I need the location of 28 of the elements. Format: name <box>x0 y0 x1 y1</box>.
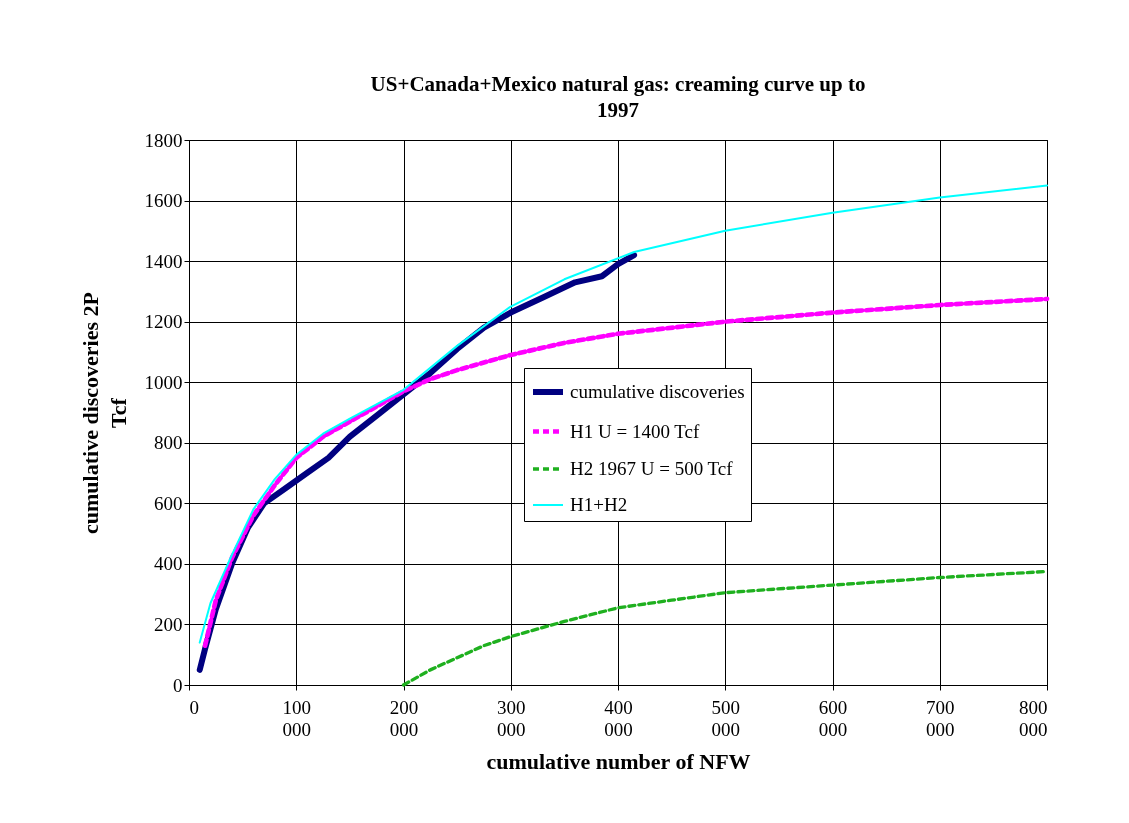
line-series <box>202 296 1050 648</box>
x-tick-label: 600 000 <box>818 696 848 740</box>
legend-label: H1 U = 1400 Tcf <box>570 420 701 442</box>
x-tick-label: 800 000 <box>1019 696 1048 740</box>
y-tick-label: 800 <box>154 432 183 454</box>
x-axis-title: cumulative number of NFW <box>486 748 751 774</box>
x-tick-label: 500 000 <box>711 696 740 740</box>
x-tick-label: 100 000 <box>282 696 311 740</box>
y-tick-label: 1800 <box>144 129 183 151</box>
y-tick-label: 1000 <box>144 371 183 393</box>
y-tick-label: 200 <box>154 613 183 635</box>
y-axis-title: cumulative discoveries 2P Tcf <box>77 292 131 534</box>
y-tick-label: 1600 <box>144 190 183 212</box>
legend-label: cumulative discoveries <box>570 381 745 402</box>
y-tick-label: 0 <box>173 674 183 696</box>
x-tick-label: 200 000 <box>389 696 419 740</box>
y-tick-label: 600 <box>154 492 183 514</box>
y-tick-label: 400 <box>154 553 183 575</box>
legend-label: H1+H2 <box>570 494 628 515</box>
x-tick-label: 0 <box>189 696 199 718</box>
x-tick-label: 300 000 <box>497 696 526 740</box>
legend-label: H2 1967 U = 500 Tcf <box>570 458 734 479</box>
x-tick-label: 700 000 <box>926 696 955 740</box>
x-tick-label: 400 000 <box>604 696 633 740</box>
chart-title: US+Canada+Mexico natural gas: creaming curve up to 1997 <box>370 72 866 122</box>
line-series <box>198 184 1048 644</box>
y-tick-label: 1400 <box>144 250 183 272</box>
y-tick-label: 1200 <box>144 311 183 333</box>
